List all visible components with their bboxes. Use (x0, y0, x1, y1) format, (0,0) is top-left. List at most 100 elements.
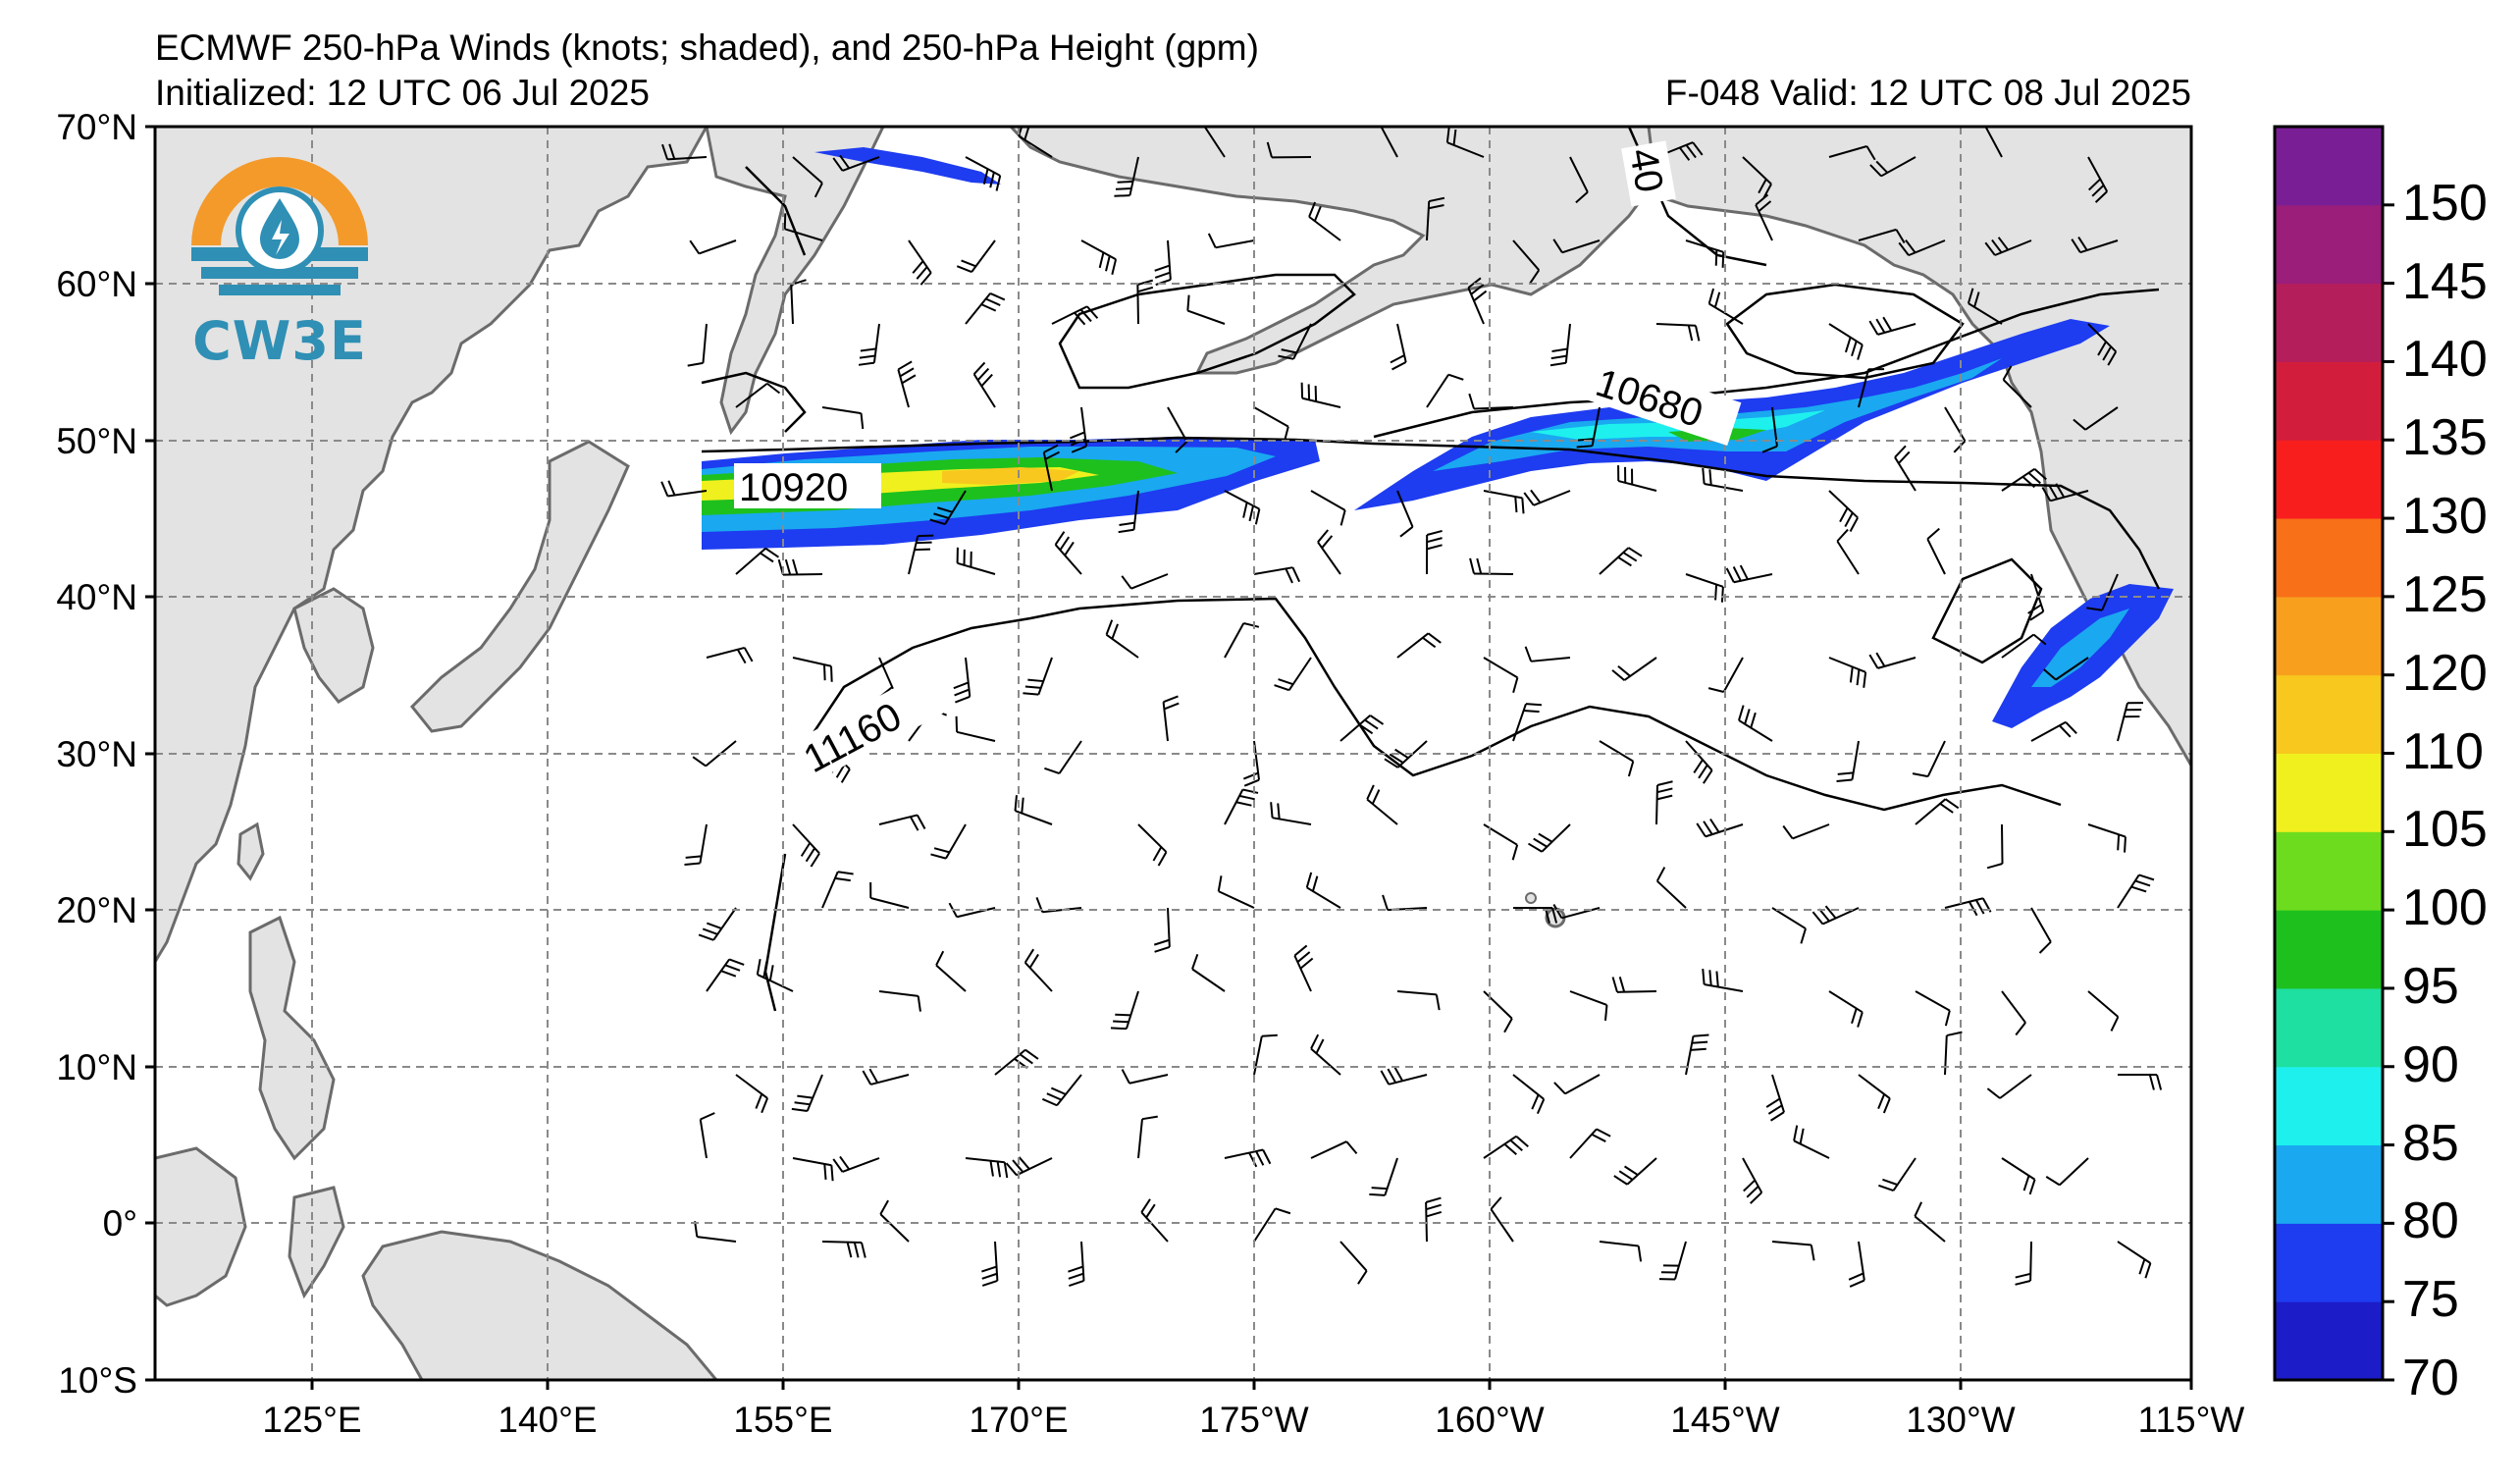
wind-barb (821, 1241, 863, 1244)
wind-barb-feather (1702, 467, 1706, 485)
wind-barb-feather (1523, 709, 1540, 714)
contour-label-40: 40 (1621, 145, 1671, 195)
land-kamchatka (705, 127, 885, 436)
wind-barb-feather (1692, 141, 1704, 156)
wind-barb-feather (1986, 1087, 2001, 1099)
wind-barb-feather (1115, 1013, 1131, 1017)
wind-barb-feather (685, 855, 702, 859)
wind-barb-feather (1153, 938, 1170, 946)
wind-barb-feather (1591, 1133, 1606, 1142)
colorbar-swatch (2275, 127, 2383, 206)
wind-barb-feather (1371, 1187, 1388, 1191)
wind-barb-feather (981, 1272, 998, 1280)
wind-barb-feather (1313, 206, 1322, 222)
wind-barb-feather (1098, 252, 1105, 269)
wind-barb-feather (1024, 948, 1035, 964)
land-new-guinea (361, 1230, 718, 1380)
wind-barb (1339, 1241, 1368, 1272)
wind-barb-feather (1617, 664, 1631, 677)
wind-barb-feather (1248, 505, 1254, 522)
wind-barb-feather (1758, 200, 1772, 213)
wind-barb-feather (1944, 1010, 1951, 1027)
wind-barb (697, 1236, 737, 1243)
wind-barb-feather (1391, 361, 1407, 371)
wind-barb-feather (692, 756, 707, 768)
wind-barb-feather (1944, 798, 1960, 810)
map-title: ECMWF 250-hPa Winds (knots; shaded), and… (155, 27, 1259, 68)
wind-barb (1836, 540, 1860, 575)
wind-barb-feather (1235, 801, 1252, 807)
wind-barb-feather (1054, 531, 1066, 546)
wind-barb-feather (868, 1068, 879, 1084)
wind-barb-feather (1275, 1207, 1291, 1215)
wind-barb (1224, 622, 1245, 659)
colorbar-label: 105 (2402, 801, 2488, 859)
wind-barb (956, 907, 996, 919)
wind-barb-feather (1262, 1149, 1272, 1165)
wind-barb-feather (2117, 834, 2121, 851)
wind-barb-feather (706, 922, 722, 929)
wind-barb-feather (1875, 318, 1886, 334)
lat-label-10s: 10°S (58, 1360, 137, 1401)
wind-barb-feather (1044, 767, 1060, 775)
wind-barb-feather (794, 1101, 811, 1106)
wind-barb-feather (2091, 185, 2105, 197)
land-philippines (248, 915, 336, 1161)
wind-barb-feather (1044, 450, 1060, 460)
colorbar-swatch (2275, 1223, 2383, 1302)
wind-barb-feather (1577, 438, 1595, 442)
wind-barb-feather (1703, 769, 1713, 784)
wind-barb-feather (720, 970, 737, 978)
wind-barb (1561, 907, 1601, 920)
wind-barb-feather (1973, 291, 1980, 308)
wind-barb (1655, 784, 1658, 825)
wind-barb-feather (982, 168, 989, 185)
wind-barb-feather (1071, 445, 1087, 453)
wind-barb (1191, 968, 1226, 992)
wind-barb-feather (667, 480, 676, 496)
wind-barb (1396, 490, 1414, 528)
wind-barb-feather (1811, 911, 1824, 926)
land-hawaii-small (1525, 892, 1537, 904)
wind-barb-feather (1069, 1279, 1084, 1287)
wind-barb-feather (800, 842, 812, 857)
wind-barb-feather (1782, 824, 1794, 840)
wind-barb (1512, 239, 1541, 271)
wind-barb-feather (935, 950, 945, 966)
colorbar-label: 95 (2402, 957, 2459, 1015)
wind-barb-feather (1926, 527, 1940, 540)
lon-label-160w: 160°W (1435, 1400, 1545, 1440)
wind-barb-feather (1111, 258, 1118, 275)
wind-barb-feather (1708, 469, 1712, 486)
wind-barb (1599, 740, 1634, 763)
wind-barb-feather (1274, 684, 1290, 692)
wind-barb-feather (1622, 552, 1638, 562)
wind-barb-feather (2041, 486, 2052, 502)
wind-barb-feather (980, 373, 993, 388)
land-alaska (1008, 127, 1660, 375)
wind-barb (1380, 127, 1398, 158)
wind-barb-feather (2144, 1262, 2152, 1279)
wind-barb (2055, 657, 2089, 681)
wind-barb-feather (1027, 678, 1044, 683)
wind-barb-feather (1553, 1082, 1566, 1095)
wind-barb-feather (1070, 431, 1085, 440)
wind-barb (1656, 879, 1687, 909)
wind-barb-feather (1299, 957, 1314, 970)
wind-barb-feather (687, 361, 704, 367)
wind-barb-feather (1207, 233, 1217, 248)
wind-barb-feather (1113, 1020, 1129, 1024)
wind-barb-feather (859, 354, 875, 359)
lon-label-155e: 155°E (733, 1400, 833, 1440)
wind-barb-feather (2130, 885, 2147, 893)
wind-barb-feather (1243, 778, 1260, 787)
wind-barb-feather (1656, 794, 1673, 801)
land-asia (155, 127, 709, 965)
wind-barb-feather (2156, 1074, 2163, 1090)
wind-barb-feather (728, 958, 745, 966)
wind-barb-feather (724, 964, 741, 972)
lon-label-175w: 175°W (1199, 1400, 1309, 1440)
wind-barb-feather (1849, 666, 1854, 683)
wind-barb-feather (980, 303, 997, 312)
wind-barb-feather (1261, 1033, 1278, 1037)
